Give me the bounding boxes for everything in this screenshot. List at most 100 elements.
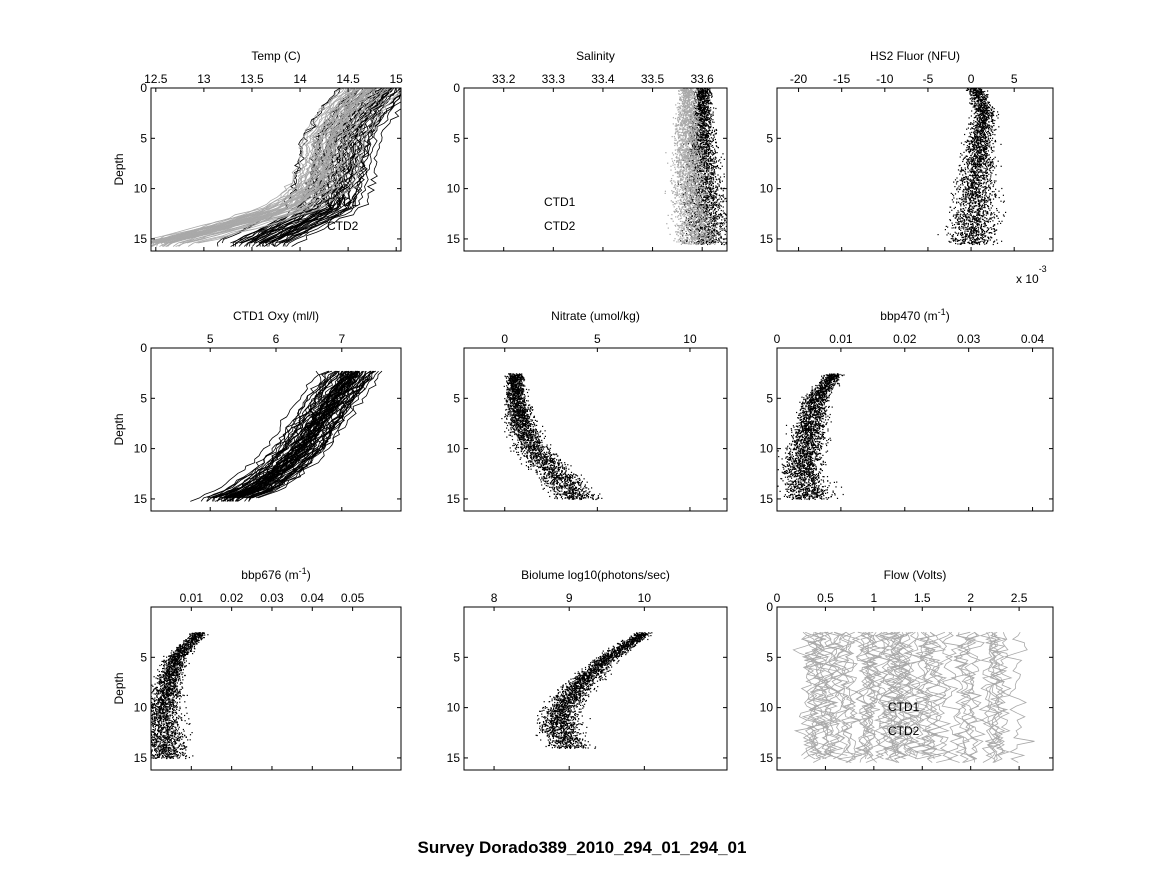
data-point bbox=[672, 161, 673, 162]
data-point bbox=[684, 162, 685, 163]
data-point bbox=[706, 139, 707, 140]
data-point bbox=[706, 116, 707, 117]
data-point bbox=[703, 163, 704, 164]
data-point bbox=[721, 215, 722, 216]
data-point bbox=[697, 95, 698, 96]
data-point bbox=[673, 154, 674, 155]
data-point bbox=[687, 239, 688, 240]
data-point bbox=[672, 175, 673, 176]
data-point bbox=[714, 209, 715, 210]
data-point bbox=[711, 137, 712, 138]
data-point bbox=[714, 161, 715, 162]
data-point bbox=[695, 244, 696, 245]
data-point bbox=[677, 176, 678, 177]
data-point bbox=[679, 238, 680, 239]
data-point bbox=[711, 228, 712, 229]
data-point bbox=[703, 161, 704, 162]
data-point bbox=[721, 228, 722, 229]
data-point bbox=[713, 147, 714, 148]
data-point bbox=[717, 189, 718, 190]
data-point bbox=[707, 169, 708, 170]
data-point bbox=[703, 179, 704, 180]
data-point bbox=[685, 134, 686, 135]
data-point bbox=[673, 240, 674, 241]
data-point bbox=[708, 242, 709, 243]
data-point bbox=[700, 92, 701, 93]
data-point bbox=[712, 121, 713, 122]
data-point bbox=[709, 231, 710, 232]
data-point bbox=[692, 106, 693, 107]
data-point bbox=[676, 125, 677, 126]
data-point bbox=[684, 224, 685, 225]
data-point bbox=[678, 182, 679, 183]
data-point bbox=[708, 175, 709, 176]
data-point bbox=[704, 135, 705, 136]
data-point bbox=[697, 137, 698, 138]
data-point bbox=[687, 212, 688, 213]
data-point bbox=[707, 181, 708, 182]
data-point bbox=[703, 155, 704, 156]
data-point bbox=[713, 115, 714, 116]
data-point bbox=[706, 205, 707, 206]
data-point bbox=[710, 133, 711, 134]
data-point bbox=[674, 238, 675, 239]
data-point bbox=[673, 221, 674, 222]
data-point bbox=[702, 161, 703, 162]
data-point bbox=[694, 194, 695, 195]
data-point bbox=[723, 210, 724, 211]
data-point bbox=[696, 143, 697, 144]
data-point bbox=[682, 106, 683, 107]
data-point bbox=[717, 183, 718, 184]
data-point bbox=[697, 124, 698, 125]
data-point bbox=[704, 105, 705, 106]
data-point bbox=[718, 241, 719, 242]
data-point bbox=[723, 206, 724, 207]
data-point bbox=[715, 236, 716, 237]
data-point bbox=[692, 110, 693, 111]
data-point bbox=[711, 237, 712, 238]
data-point bbox=[707, 148, 708, 149]
data-point bbox=[703, 131, 704, 132]
data-point bbox=[682, 193, 683, 194]
data-point bbox=[722, 201, 723, 202]
data-point bbox=[675, 143, 676, 144]
data-point bbox=[678, 229, 679, 230]
data-point bbox=[705, 147, 706, 148]
data-point bbox=[725, 234, 726, 235]
data-point bbox=[693, 130, 694, 131]
data-point bbox=[683, 121, 684, 122]
data-point bbox=[701, 116, 702, 117]
data-point bbox=[714, 131, 715, 132]
data-point bbox=[715, 224, 716, 225]
data-point bbox=[719, 214, 720, 215]
data-point bbox=[704, 241, 705, 242]
data-point bbox=[697, 196, 698, 197]
data-point bbox=[671, 218, 672, 219]
data-point bbox=[703, 139, 704, 140]
data-point bbox=[707, 221, 708, 222]
data-point bbox=[701, 130, 702, 131]
data-point bbox=[706, 100, 707, 101]
data-point bbox=[696, 216, 697, 217]
data-point bbox=[694, 95, 695, 96]
data-point bbox=[685, 196, 686, 197]
data-point bbox=[713, 173, 714, 174]
data-point bbox=[698, 193, 699, 194]
data-point bbox=[714, 226, 715, 227]
data-point bbox=[721, 222, 722, 223]
data-point bbox=[714, 149, 715, 150]
data-point bbox=[685, 242, 686, 243]
data-point bbox=[719, 186, 720, 187]
data-point bbox=[709, 234, 710, 235]
data-point bbox=[724, 174, 725, 175]
data-point bbox=[721, 237, 722, 238]
data-point bbox=[712, 161, 713, 162]
data-point bbox=[713, 107, 714, 108]
data-point bbox=[709, 201, 710, 202]
data-point bbox=[723, 228, 724, 229]
data-point bbox=[688, 225, 689, 226]
data-point bbox=[704, 142, 705, 143]
data-point bbox=[707, 114, 708, 115]
data-point bbox=[674, 160, 675, 161]
data-point bbox=[704, 154, 705, 155]
